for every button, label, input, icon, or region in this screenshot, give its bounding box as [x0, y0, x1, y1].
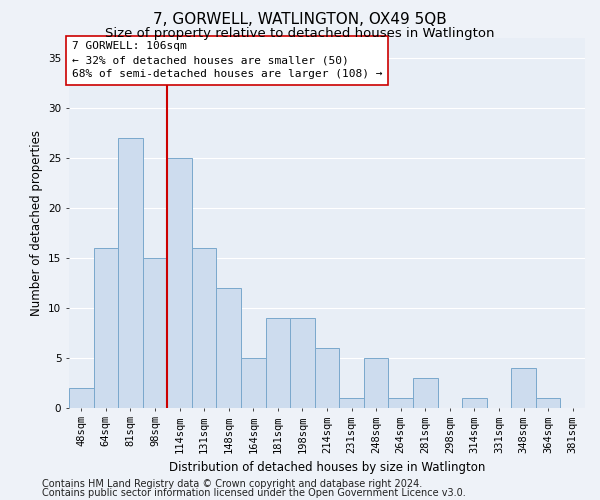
- X-axis label: Distribution of detached houses by size in Watlington: Distribution of detached houses by size …: [169, 461, 485, 474]
- Bar: [266, 318, 290, 408]
- Text: 7, GORWELL, WATLINGTON, OX49 5QB: 7, GORWELL, WATLINGTON, OX49 5QB: [153, 12, 447, 28]
- Bar: [217, 288, 241, 408]
- Bar: [364, 358, 388, 408]
- Bar: [462, 398, 487, 407]
- Bar: [143, 258, 167, 408]
- Bar: [339, 398, 364, 407]
- Bar: [241, 358, 266, 408]
- Y-axis label: Number of detached properties: Number of detached properties: [29, 130, 43, 316]
- Text: Size of property relative to detached houses in Watlington: Size of property relative to detached ho…: [105, 28, 495, 40]
- Bar: [167, 158, 192, 408]
- Bar: [315, 348, 339, 408]
- Bar: [94, 248, 118, 408]
- Bar: [413, 378, 437, 408]
- Text: Contains HM Land Registry data © Crown copyright and database right 2024.: Contains HM Land Registry data © Crown c…: [42, 479, 422, 489]
- Bar: [69, 388, 94, 407]
- Bar: [511, 368, 536, 408]
- Bar: [290, 318, 315, 408]
- Bar: [192, 248, 217, 408]
- Bar: [388, 398, 413, 407]
- Bar: [118, 138, 143, 407]
- Text: Contains public sector information licensed under the Open Government Licence v3: Contains public sector information licen…: [42, 488, 466, 498]
- Bar: [536, 398, 560, 407]
- Text: 7 GORWELL: 106sqm
← 32% of detached houses are smaller (50)
68% of semi-detached: 7 GORWELL: 106sqm ← 32% of detached hous…: [71, 41, 382, 79]
